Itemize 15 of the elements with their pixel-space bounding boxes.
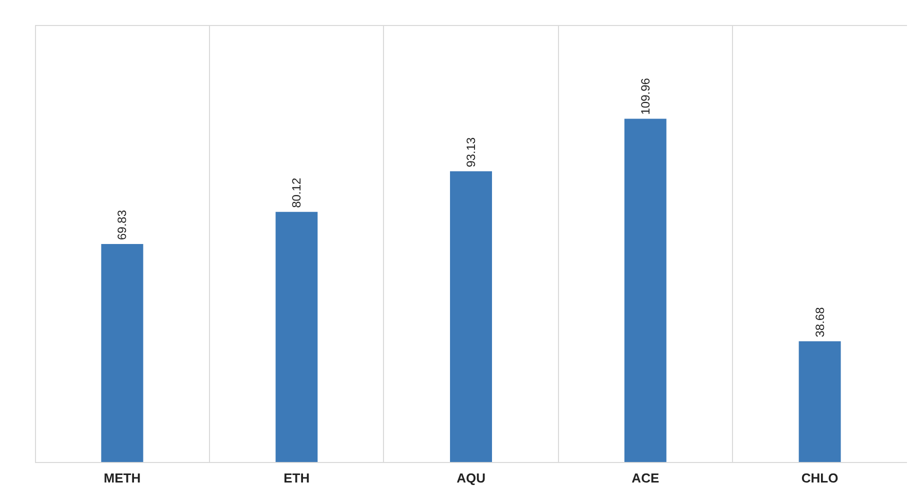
x-tick-label: AQU (456, 470, 486, 486)
bar (450, 171, 492, 462)
data-label: 38.68 (812, 306, 827, 338)
data-label: 109.96 (638, 78, 652, 115)
bar (276, 212, 318, 462)
x-tick-label: ETH (284, 470, 310, 486)
x-tick-label: METH (104, 470, 141, 486)
data-label: 69.83 (115, 210, 130, 240)
data-label: 93.13 (464, 136, 478, 168)
x-tick-label: CHLO (801, 470, 838, 486)
data-label: 80.12 (290, 178, 304, 208)
bar (798, 341, 841, 462)
x-tick-label: ACE (632, 470, 660, 486)
bar (624, 118, 666, 462)
bar (101, 244, 144, 462)
